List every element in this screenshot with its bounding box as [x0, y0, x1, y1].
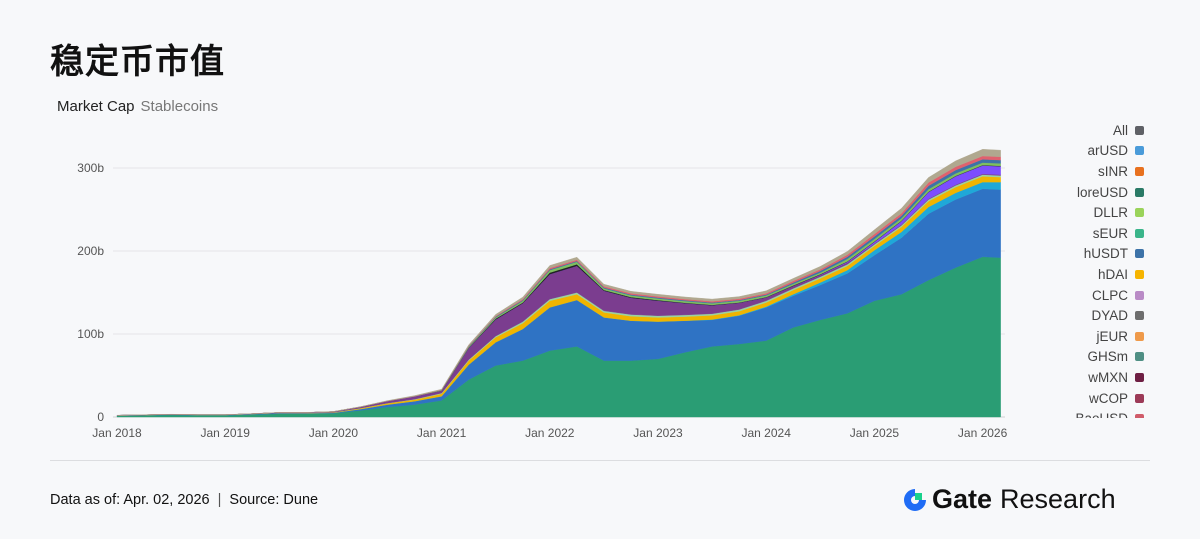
- legend-item[interactable]: hUSDT: [1024, 244, 1144, 265]
- legend-item[interactable]: loreUSD: [1024, 182, 1144, 203]
- legend-swatch: [1135, 249, 1144, 259]
- legend-swatch: [1135, 414, 1144, 418]
- legend-item[interactable]: All: [1024, 120, 1144, 141]
- legend-label: sINR: [1098, 163, 1128, 179]
- legend-label: BaoUSD: [1075, 411, 1128, 418]
- y-tick-label: 200b: [77, 244, 104, 258]
- separator: |: [217, 492, 222, 508]
- chart-subtitle: Market Cap Stablecoins: [57, 98, 218, 115]
- x-tick-label: Jan 2021: [417, 426, 467, 440]
- page-title: 稳定币市值: [50, 42, 225, 82]
- data-date: Data as of: Apr. 02, 2026: [50, 492, 210, 508]
- footer: Data as of: Apr. 02, 2026 | Source: Dune: [50, 492, 318, 508]
- divider: [50, 460, 1150, 461]
- y-tick-label: 100b: [77, 327, 104, 341]
- legend-item[interactable]: DLLR: [1024, 202, 1144, 223]
- legend-item[interactable]: wMXN: [1024, 367, 1144, 388]
- legend-item[interactable]: DYAD: [1024, 305, 1144, 326]
- x-tick-label: Jan 2025: [850, 426, 900, 440]
- x-tick-label: Jan 2018: [92, 426, 142, 440]
- legend-label: wMXN: [1088, 369, 1128, 385]
- brand-name: Gate: [932, 484, 993, 514]
- legend-label: arUSD: [1087, 143, 1128, 159]
- legend-label: sEUR: [1092, 225, 1128, 241]
- legend-item[interactable]: CLPC: [1024, 285, 1144, 306]
- legend-item[interactable]: arUSD: [1024, 141, 1144, 162]
- legend-label: hDAI: [1097, 266, 1128, 282]
- legend-swatch: [1135, 125, 1144, 135]
- legend-swatch: [1135, 269, 1144, 279]
- legend-swatch: [1135, 352, 1144, 362]
- legend-item[interactable]: wCOP: [1024, 388, 1144, 409]
- x-tick-label: Jan 2026: [958, 426, 1008, 440]
- legend-label: wCOP: [1088, 390, 1128, 406]
- category-label: Stablecoins: [140, 98, 219, 115]
- x-tick-label: Jan 2020: [309, 426, 359, 440]
- legend-item[interactable]: jEUR: [1024, 326, 1144, 347]
- legend-swatch: [1135, 146, 1144, 156]
- legend-item[interactable]: sINR: [1024, 161, 1144, 182]
- y-tick-label: 300b: [77, 161, 104, 175]
- legend-swatch: [1135, 290, 1144, 300]
- brand-suffix: Research: [1000, 484, 1116, 514]
- legend-item[interactable]: sEUR: [1024, 223, 1144, 244]
- legend-swatch: [1135, 166, 1144, 176]
- legend-label: CLPC: [1091, 287, 1128, 303]
- legend-label: loreUSD: [1076, 184, 1128, 200]
- legend-swatch: [1135, 208, 1144, 218]
- metric-label: Market Cap: [57, 98, 135, 115]
- legend-label: jEUR: [1096, 328, 1128, 344]
- x-tick-label: Jan 2023: [633, 426, 683, 440]
- legend-swatch: [1135, 331, 1144, 341]
- gate-research-logo: Gate Research: [902, 484, 1116, 515]
- x-tick-label: Jan 2019: [201, 426, 251, 440]
- y-tick-label: 0: [97, 410, 104, 424]
- legend-item[interactable]: GHSm: [1024, 347, 1144, 368]
- legend-swatch: [1135, 187, 1144, 197]
- x-tick-label: Jan 2024: [742, 426, 792, 440]
- data-source: Source: Dune: [229, 492, 319, 508]
- legend-swatch: [1135, 311, 1144, 321]
- legend-label: DLLR: [1093, 205, 1128, 221]
- legend-label: DYAD: [1091, 308, 1128, 324]
- legend-label: GHSm: [1087, 349, 1129, 365]
- legend-label: All: [1112, 122, 1128, 138]
- legend-item[interactable]: BaoUSD: [1024, 408, 1144, 418]
- area-series-11: [116, 149, 1001, 416]
- legend-label: hUSDT: [1083, 246, 1128, 262]
- legend-item[interactable]: hDAI: [1024, 264, 1144, 285]
- x-tick-label: Jan 2022: [525, 426, 575, 440]
- legend-swatch: [1135, 393, 1144, 403]
- legend-swatch: [1135, 228, 1144, 238]
- gate-logo-icon: [904, 488, 926, 511]
- chart-legend[interactable]: All arUSD sINR loreUSD DLLR sEUR hUSDT hDAI CLPC…: [1024, 120, 1144, 418]
- legend-swatch: [1135, 372, 1144, 382]
